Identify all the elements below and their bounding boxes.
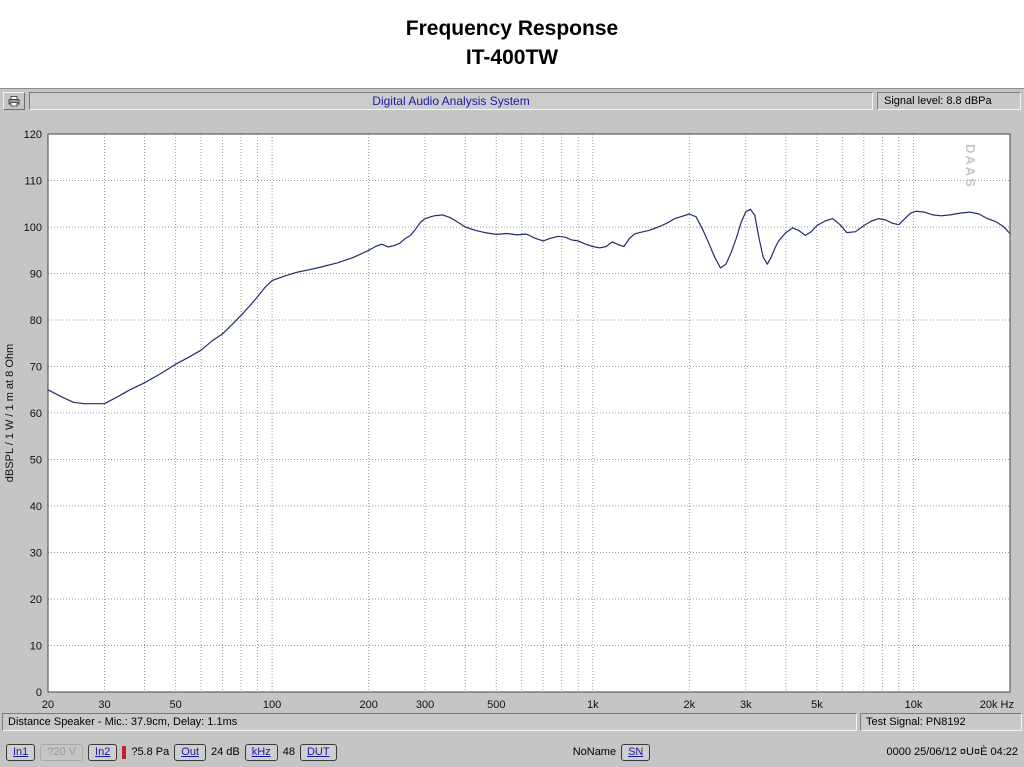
input2-button[interactable]: In2 (88, 743, 118, 761)
window-title: Digital Audio Analysis System (29, 92, 873, 110)
svg-text:100: 100 (263, 699, 281, 711)
input1-button[interactable]: In1 (6, 743, 36, 761)
statusbar: Distance Speaker - Mic.: 37.9cm, Delay: … (0, 713, 1024, 733)
svg-text:20: 20 (42, 699, 54, 711)
daas-window: Digital Audio Analysis System Signal lev… (0, 88, 1024, 767)
chart-title-line2: IT-400TW (465, 46, 559, 69)
status-distance-delay: Distance Speaker - Mic.: 37.9cm, Delay: … (2, 713, 857, 731)
page-header: Frequency Response IT-400TW (0, 14, 1024, 72)
signal-level-readout: Signal level: 8.8 dBPa (877, 92, 1021, 110)
voltage-range-button-disabled: ?20 V (40, 743, 84, 761)
datetime-label: 0000 25/06/12 ¤U¤È 04:22 (886, 746, 1019, 758)
titlebar: Digital Audio Analysis System Signal lev… (0, 91, 1024, 111)
svg-text:500: 500 (487, 699, 505, 711)
svg-text:20: 20 (30, 594, 42, 606)
chart-title-line1: Frequency Response (405, 17, 619, 40)
svg-text:20k Hz: 20k Hz (980, 699, 1014, 711)
svg-text:2k: 2k (683, 699, 695, 711)
svg-text:40: 40 (30, 501, 42, 513)
frequency-response-chart: 0 10 20 30 40 50 60 70 80 90 100 110 120 20 30 50 100 200… (4, 129, 1014, 711)
svg-text:90: 90 (30, 269, 42, 281)
svg-text:50: 50 (169, 699, 181, 711)
status-test-signal: Test Signal: PN8192 (860, 713, 1022, 731)
khz-button[interactable]: kHz (244, 743, 278, 761)
svg-text:10: 10 (30, 641, 42, 653)
dut-button[interactable]: DUT (299, 743, 337, 761)
chart-area: 0 10 20 30 40 50 60 70 80 90 100 110 120 20 30 50 100 200… (0, 113, 1024, 713)
svg-text:30: 30 (98, 699, 110, 711)
svg-text:dBSPL / 1 W / 1 m at 8 Ohm: dBSPL / 1 W / 1 m at 8 Ohm (4, 344, 16, 482)
svg-text:10k: 10k (905, 699, 923, 711)
print-button[interactable] (3, 92, 25, 110)
svg-text:80: 80 (30, 315, 42, 327)
output-button[interactable]: Out (174, 743, 206, 761)
svg-text:DAAS: DAAS (963, 144, 978, 189)
svg-text:5k: 5k (811, 699, 823, 711)
svg-text:1k: 1k (587, 699, 599, 711)
toolbar: In1 ?20 V In2 ?5.8 Pa Out 24 dB kHz 48 D… (0, 739, 1024, 765)
sound-pressure-label: ?5.8 Pa (131, 746, 170, 758)
serial-number-button[interactable]: SN (621, 743, 651, 761)
printer-icon (8, 95, 20, 106)
svg-text:30: 30 (30, 548, 42, 560)
sample-rate-label: 48 (282, 746, 295, 758)
svg-text:110: 110 (24, 176, 42, 188)
level-meter-icon (122, 745, 127, 759)
svg-text:120: 120 (24, 129, 42, 141)
gain-label: 24 dB (211, 746, 240, 758)
svg-text:300: 300 (416, 699, 434, 711)
project-name-label: NoName (572, 746, 617, 758)
svg-text:100: 100 (24, 222, 42, 234)
svg-text:3k: 3k (740, 699, 752, 711)
svg-text:200: 200 (360, 699, 378, 711)
svg-text:60: 60 (30, 408, 42, 420)
svg-text:50: 50 (30, 455, 42, 467)
svg-text:70: 70 (30, 362, 42, 374)
svg-text:0: 0 (36, 687, 42, 699)
